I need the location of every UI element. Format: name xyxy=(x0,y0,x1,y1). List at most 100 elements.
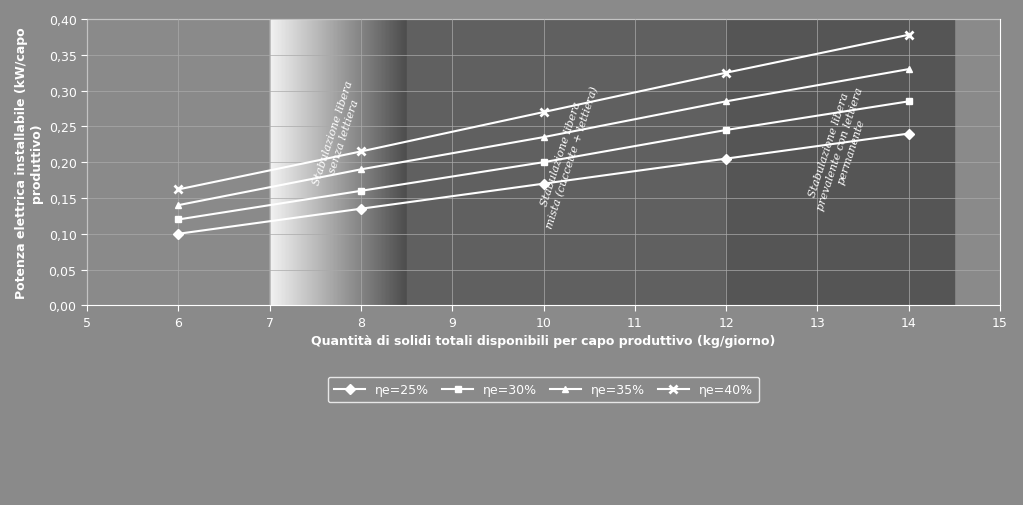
ηe=40% xyxy=(537,110,549,116)
Line: ηe=40%: ηe=40% xyxy=(174,31,913,194)
ηe=35% xyxy=(720,99,732,105)
Bar xyxy=(304,20,305,306)
Bar xyxy=(386,20,388,306)
Bar xyxy=(287,20,288,306)
Bar xyxy=(329,20,331,306)
Bar xyxy=(311,20,312,306)
Bar xyxy=(361,20,363,306)
Bar xyxy=(356,20,357,306)
Bar xyxy=(324,20,325,306)
Bar xyxy=(276,20,278,306)
Bar xyxy=(369,20,371,306)
Bar xyxy=(323,20,324,306)
Bar xyxy=(385,20,386,306)
Bar xyxy=(278,20,279,306)
Bar xyxy=(292,20,293,306)
X-axis label: Quantità di solidi totali disponibili per capo produttivo (kg/giorno): Quantità di solidi totali disponibili pe… xyxy=(311,335,775,347)
ηe=35% xyxy=(537,135,549,141)
Bar xyxy=(388,20,389,306)
ηe=30% xyxy=(537,160,549,166)
ηe=25% xyxy=(902,131,915,137)
ηe=30% xyxy=(902,99,915,105)
ηe=25% xyxy=(172,231,184,237)
Text: Stabulazione libera
prevalente con lettiera
permanente: Stabulazione libera prevalente con letti… xyxy=(805,82,876,215)
ηe=35% xyxy=(172,203,184,209)
Line: ηe=35%: ηe=35% xyxy=(175,67,913,209)
Bar xyxy=(355,20,356,306)
Bar xyxy=(307,20,308,306)
Bar xyxy=(404,20,405,306)
Bar xyxy=(313,20,315,306)
ηe=30% xyxy=(720,128,732,134)
Bar xyxy=(341,20,342,306)
Bar xyxy=(352,20,353,306)
Bar xyxy=(291,20,292,306)
Bar xyxy=(338,20,340,306)
Bar xyxy=(390,20,392,306)
Bar xyxy=(320,20,321,306)
Bar xyxy=(349,20,351,306)
Bar xyxy=(359,20,360,306)
Bar xyxy=(283,20,284,306)
Text: Stabulazione libera
mista (cuccette + lettiera): Stabulazione libera mista (cuccette + le… xyxy=(533,82,599,230)
Bar xyxy=(360,20,361,306)
Bar xyxy=(286,20,287,306)
ηe=30% xyxy=(355,188,367,194)
Bar xyxy=(382,20,384,306)
Legend: ηe=25%, ηe=30%, ηe=35%, ηe=40%: ηe=25%, ηe=30%, ηe=35%, ηe=40% xyxy=(327,377,759,402)
Bar xyxy=(316,20,317,306)
Bar xyxy=(347,20,348,306)
Bar xyxy=(351,20,352,306)
Bar xyxy=(336,20,337,306)
Bar xyxy=(371,20,372,306)
Bar xyxy=(396,20,397,306)
Text: Stabulazione libera
senza lettiera: Stabulazione libera senza lettiera xyxy=(311,79,365,189)
Bar xyxy=(279,20,280,306)
ηe=25% xyxy=(537,181,549,187)
Bar xyxy=(282,20,283,306)
Bar xyxy=(301,20,303,306)
Bar xyxy=(376,20,377,306)
Bar xyxy=(344,20,345,306)
ηe=40% xyxy=(720,71,732,77)
Bar xyxy=(312,20,313,306)
Bar xyxy=(365,20,367,306)
Bar xyxy=(384,20,385,306)
Bar xyxy=(357,20,359,306)
Bar xyxy=(726,20,954,306)
Bar xyxy=(400,20,401,306)
Bar xyxy=(398,20,400,306)
Bar xyxy=(332,20,333,306)
ηe=30% xyxy=(172,217,184,223)
Bar xyxy=(397,20,398,306)
Bar xyxy=(299,20,300,306)
Bar xyxy=(373,20,375,306)
ηe=40% xyxy=(355,149,367,155)
ηe=40% xyxy=(172,187,184,193)
Bar xyxy=(284,20,286,306)
Bar xyxy=(392,20,393,306)
ηe=40% xyxy=(902,33,915,39)
Bar xyxy=(271,20,272,306)
Bar xyxy=(293,20,295,306)
Bar xyxy=(327,20,328,306)
Bar xyxy=(280,20,282,306)
Bar xyxy=(368,20,369,306)
Bar xyxy=(364,20,365,306)
Bar xyxy=(401,20,402,306)
Bar xyxy=(309,20,311,306)
Bar xyxy=(331,20,332,306)
Bar xyxy=(393,20,394,306)
Bar xyxy=(288,20,291,306)
Y-axis label: Potenza elettrica installabile (kW/capo
produttivo): Potenza elettrica installabile (kW/capo … xyxy=(15,27,43,298)
Bar xyxy=(381,20,382,306)
Bar xyxy=(295,20,296,306)
Bar xyxy=(274,20,275,306)
Bar xyxy=(367,20,368,306)
Bar xyxy=(297,20,299,306)
Bar xyxy=(275,20,276,306)
Bar xyxy=(303,20,304,306)
Bar xyxy=(270,20,271,306)
Bar xyxy=(305,20,307,306)
Bar xyxy=(340,20,341,306)
